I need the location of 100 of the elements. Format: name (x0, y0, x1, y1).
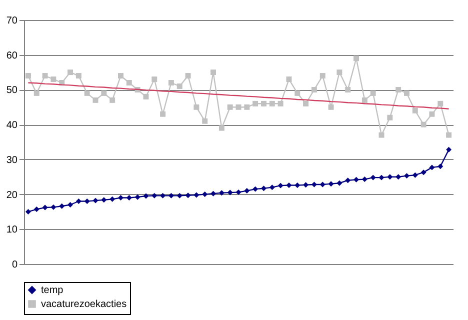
point (152, 192, 158, 198)
point (328, 181, 334, 187)
point (110, 97, 116, 103)
point (185, 73, 191, 79)
point (303, 182, 309, 188)
point (101, 197, 107, 203)
point (143, 193, 149, 199)
point (101, 90, 107, 96)
point (387, 114, 393, 120)
point (328, 104, 334, 110)
point (126, 195, 132, 201)
point (429, 164, 435, 170)
y-tick-label: 20 (6, 190, 18, 201)
point (160, 111, 166, 117)
point (378, 174, 384, 180)
y-tick-label: 60 (6, 50, 18, 62)
y-tick-label: 70 (6, 16, 18, 26)
point (110, 196, 116, 202)
point (320, 73, 326, 79)
point (227, 190, 233, 196)
point (134, 194, 140, 200)
point (412, 108, 418, 114)
point (429, 111, 435, 117)
point (84, 90, 90, 96)
point (160, 192, 166, 198)
point (236, 104, 242, 110)
point (168, 192, 174, 198)
point (294, 182, 300, 188)
point (387, 174, 393, 180)
point (218, 190, 224, 196)
point (278, 100, 284, 106)
point (76, 198, 82, 204)
point (252, 100, 258, 106)
point (420, 170, 426, 176)
point (202, 118, 208, 124)
point (354, 56, 360, 62)
point (84, 198, 90, 204)
point (311, 86, 317, 92)
point (260, 100, 266, 106)
y-tick-label: 40 (6, 120, 18, 132)
point (354, 176, 360, 182)
point (218, 125, 224, 131)
point (76, 73, 82, 79)
point (118, 73, 124, 79)
point (59, 203, 65, 209)
y-tick-label: 0 (12, 260, 18, 270)
point (50, 76, 56, 82)
y-tick-label: 30 (6, 154, 18, 166)
point (370, 174, 376, 180)
point (404, 173, 410, 179)
point (34, 90, 40, 96)
point (34, 206, 40, 212)
point (320, 182, 326, 188)
point (210, 70, 216, 76)
point (404, 90, 410, 96)
point (252, 186, 258, 192)
point (168, 80, 174, 86)
point (68, 202, 74, 208)
point (92, 97, 98, 103)
point (50, 204, 56, 210)
point (260, 186, 266, 192)
legend-label: vacaturezoekacties (41, 299, 127, 310)
y-tick-label: 10 (6, 224, 18, 236)
point (345, 86, 351, 92)
point (143, 94, 149, 100)
point (446, 146, 452, 152)
point (370, 90, 376, 96)
point (25, 73, 31, 79)
point (152, 76, 158, 82)
point (438, 100, 444, 106)
point (278, 182, 284, 188)
point (92, 198, 98, 204)
point (294, 90, 300, 96)
point (336, 180, 342, 186)
point (202, 192, 208, 198)
point (118, 195, 124, 201)
point (446, 132, 452, 138)
point (194, 192, 200, 198)
point (25, 208, 31, 214)
point (244, 104, 250, 110)
point (244, 188, 250, 194)
point (176, 83, 182, 89)
point (336, 70, 342, 76)
point (185, 192, 191, 198)
point (176, 192, 182, 198)
point (42, 73, 48, 79)
point (303, 100, 309, 106)
point (68, 70, 74, 76)
point (396, 86, 402, 92)
point (42, 204, 48, 210)
point (420, 122, 426, 128)
point (396, 174, 402, 180)
point (345, 178, 351, 184)
point (269, 100, 275, 106)
y-tick-label: 50 (6, 85, 18, 96)
point (194, 104, 200, 110)
legend-label: temp (41, 285, 64, 296)
point (412, 172, 418, 178)
point (438, 164, 444, 170)
point (362, 176, 368, 182)
